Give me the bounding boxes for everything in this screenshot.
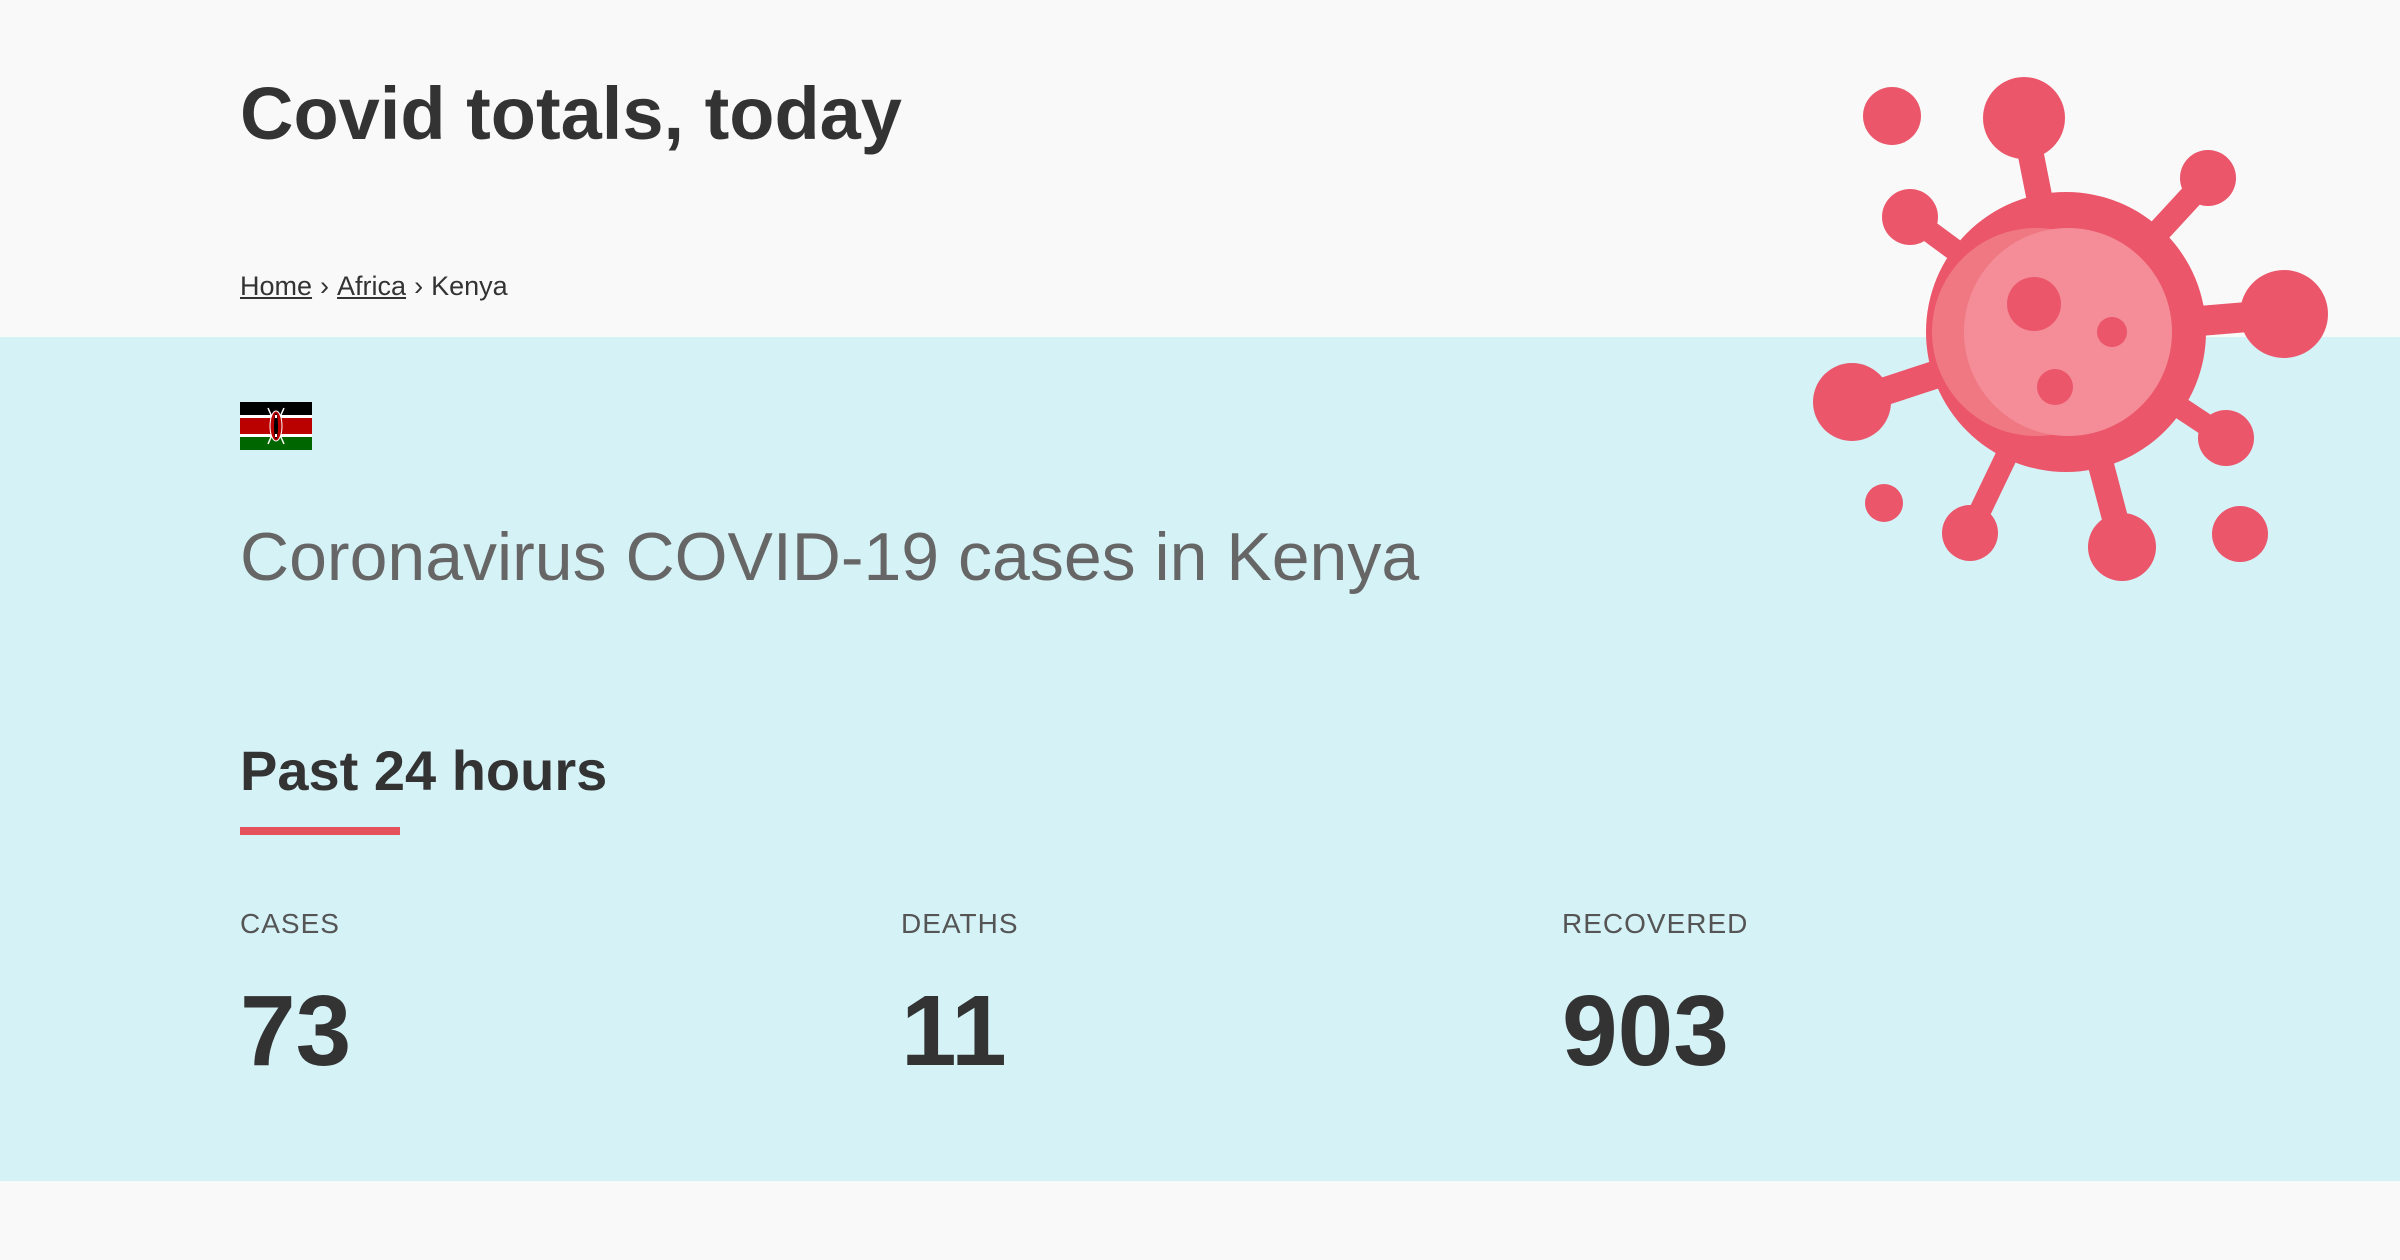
stat-deaths-value: 11: [901, 974, 1007, 1087]
stat-cases-value: 73: [240, 974, 352, 1087]
stat-recovered-label: RECOVERED: [1562, 908, 1749, 939]
stat-recovered: RECOVERED 903: [1562, 907, 1748, 1081]
stat-deaths-label: DEATHS: [901, 908, 1019, 939]
stat-cases: CASES 73: [240, 907, 351, 1081]
breadcrumb-africa-link[interactable]: Africa: [337, 271, 407, 301]
stat-cases-label: CASES: [240, 908, 340, 939]
breadcrumb-separator: ›: [320, 271, 330, 301]
stat-recovered-value: 903: [1562, 974, 1729, 1087]
page-heading: Coronavirus COVID-19 cases in Kenya: [240, 519, 1420, 595]
stat-deaths: DEATHS 11: [901, 907, 1019, 1081]
coronavirus-icon: [1813, 77, 2328, 581]
breadcrumb-current: Kenya: [431, 271, 508, 301]
section-underline: [240, 827, 400, 835]
breadcrumb-separator: ›: [414, 271, 424, 301]
site-title: Covid totals, today: [240, 72, 902, 155]
page-header: Covid totals, today Home › Africa › Kenya: [0, 0, 2400, 337]
kenya-flag-icon: [240, 402, 312, 450]
breadcrumb: Home › Africa › Kenya: [240, 270, 508, 302]
section-title: Past 24 hours: [240, 739, 608, 802]
breadcrumb-home-link[interactable]: Home: [240, 271, 313, 301]
